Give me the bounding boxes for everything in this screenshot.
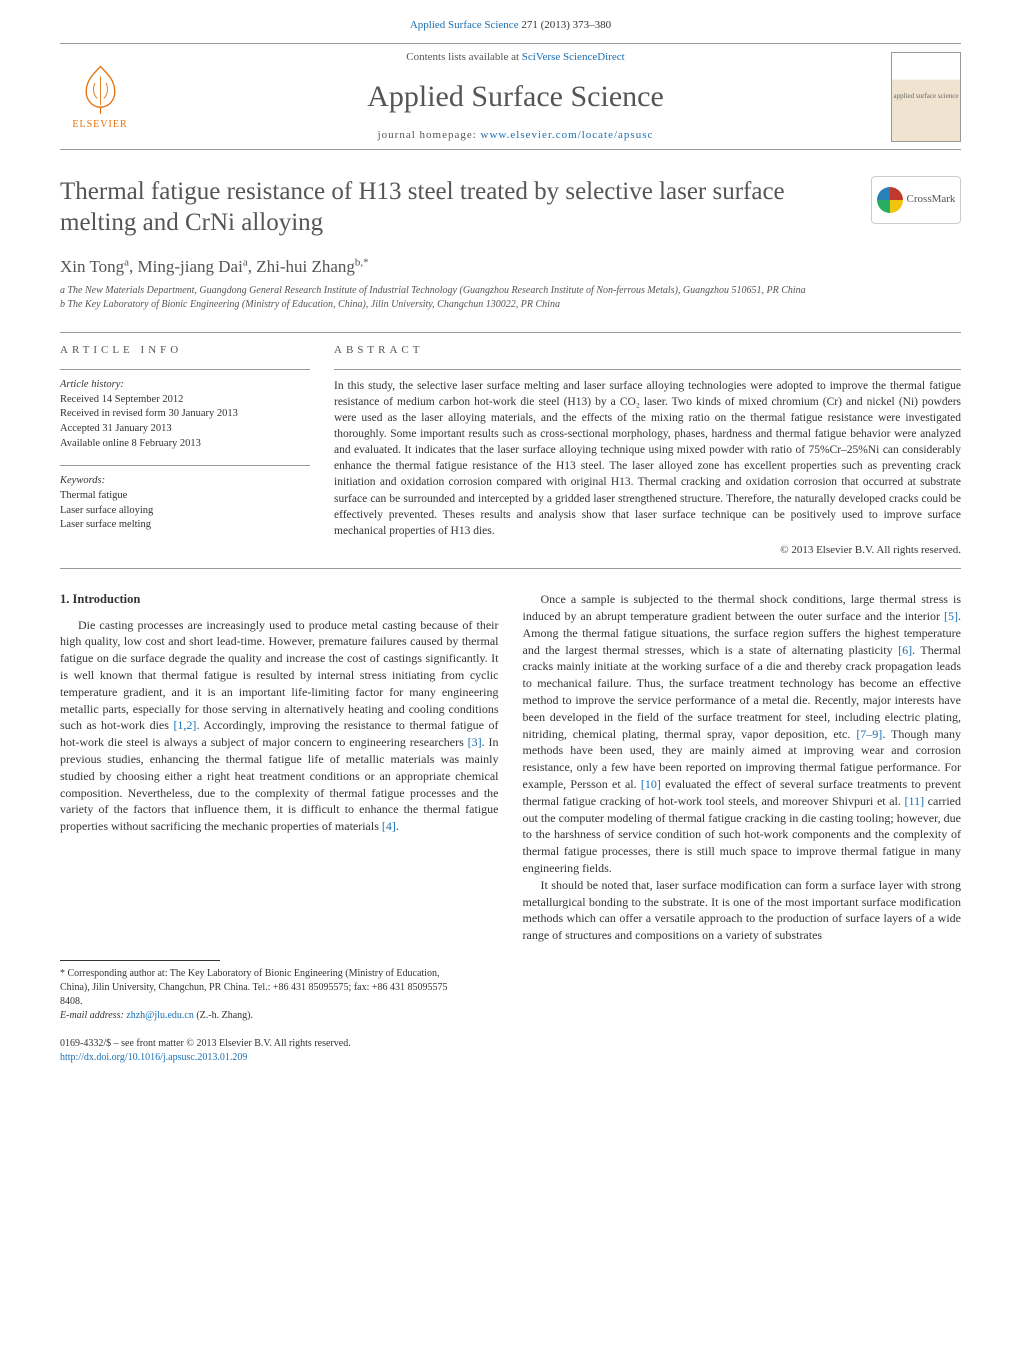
abstract-heading: abstract — [334, 343, 961, 358]
page-header: Applied Surface Science 271 (2013) 373–3… — [0, 0, 1021, 33]
ref-link[interactable]: [7–9] — [856, 727, 882, 741]
masthead: ELSEVIER Contents lists available at Sci… — [60, 43, 961, 150]
keyword-2: Laser surface melting — [60, 518, 310, 533]
body-col-left: 1. Introduction Die casting processes ar… — [60, 591, 499, 944]
section-rule-bottom — [60, 568, 961, 569]
homepage-line: journal homepage: www.elsevier.com/locat… — [140, 128, 891, 143]
ref-link[interactable]: [5] — [944, 609, 958, 623]
doi-link[interactable]: http://dx.doi.org/10.1016/j.apsusc.2013.… — [60, 1052, 247, 1063]
email-link[interactable]: zhzh@jlu.edu.cn — [126, 1010, 194, 1021]
abstract-copyright: © 2013 Elsevier B.V. All rights reserved… — [334, 543, 961, 558]
ref-link[interactable]: [4] — [382, 819, 396, 833]
history-line-1: Received in revised form 30 January 2013 — [60, 407, 310, 422]
crossmark-label: CrossMark — [907, 192, 956, 207]
homepage-label: journal homepage: — [378, 129, 481, 141]
body-columns: 1. Introduction Die casting processes ar… — [0, 579, 1021, 944]
abstract-rule — [334, 369, 961, 370]
journal-title: Applied Surface Science — [140, 76, 891, 118]
doi-value: 10.1016/j.apsusc.2013.01.209 — [128, 1052, 248, 1063]
journal-ref: Applied Surface Science 271 (2013) 373–3… — [60, 18, 961, 33]
cover-caption: applied surface science — [894, 92, 959, 102]
elsevier-brand-text: ELSEVIER — [72, 118, 127, 132]
keywords-label: Keywords: — [60, 474, 310, 489]
abstract-text: In this study, the selective laser surfa… — [334, 378, 961, 539]
contents-text: Contents lists available at — [406, 51, 521, 63]
journal-ref-issue: 271 (2013) 373–380 — [521, 19, 611, 31]
affiliation-a: a The New Materials Department, Guangdon… — [60, 284, 961, 298]
history-block: Article history: Received 14 September 2… — [60, 378, 310, 451]
section-rule-top — [60, 332, 961, 333]
email-line: E-mail address: zhzh@jlu.edu.cn (Z.-h. Z… — [60, 1009, 451, 1023]
issn-line: 0169-4332/$ – see front matter © 2013 El… — [60, 1037, 961, 1051]
history-label: Article history: — [60, 378, 310, 393]
email-name: (Z.-h. Zhang). — [194, 1010, 253, 1021]
journal-ref-name: Applied Surface Science — [410, 19, 519, 31]
elsevier-tree-icon — [73, 61, 128, 116]
article-title: Thermal fatigue resistance of H13 steel … — [60, 176, 851, 239]
ref-link[interactable]: [6] — [898, 643, 912, 657]
homepage-url[interactable]: www.elsevier.com/locate/apsusc — [481, 129, 654, 141]
ref-link[interactable]: [11] — [905, 794, 925, 808]
crossmark-button[interactable]: CrossMark — [871, 176, 961, 224]
doi-label: http://dx.doi.org/ — [60, 1052, 128, 1063]
keyword-1: Laser surface alloying — [60, 504, 310, 519]
intro-para-2: Once a sample is subjected to the therma… — [523, 591, 962, 877]
email-label: E-mail address: — [60, 1010, 126, 1021]
ref-link[interactable]: [1,2] — [173, 718, 196, 732]
keyword-0: Thermal fatigue — [60, 489, 310, 504]
bottom-meta: 0169-4332/$ – see front matter © 2013 El… — [0, 1023, 1021, 1085]
info-rule — [60, 369, 310, 370]
body-col-right: Once a sample is subjected to the therma… — [523, 591, 962, 944]
article-info-heading: article info — [60, 343, 310, 358]
authors-line: Xin Tonga, Ming-jiang Daia, Zhi-hui Zhan… — [0, 245, 1021, 283]
title-block: Thermal fatigue resistance of H13 steel … — [0, 156, 1021, 245]
history-line-3: Available online 8 February 2013 — [60, 437, 310, 452]
intro-para-1: Die casting processes are increasingly u… — [60, 617, 499, 835]
elsevier-logo[interactable]: ELSEVIER — [60, 57, 140, 137]
intro-para-3: It should be noted that, laser surface m… — [523, 877, 962, 944]
journal-cover-thumbnail[interactable]: applied surface science — [891, 52, 961, 142]
history-line-0: Received 14 September 2012 — [60, 393, 310, 408]
doi-line: http://dx.doi.org/10.1016/j.apsusc.2013.… — [60, 1051, 961, 1065]
masthead-center: Contents lists available at SciVerse Sci… — [140, 50, 891, 143]
crossmark-icon — [877, 187, 903, 213]
footnotes: * Corresponding author at: The Key Labor… — [0, 967, 511, 1023]
keywords-block: Keywords: Thermal fatigue Laser surface … — [60, 474, 310, 533]
sciencedirect-link[interactable]: SciVerse ScienceDirect — [522, 51, 625, 63]
abstract-column: abstract In this study, the selective la… — [334, 343, 961, 558]
ref-link[interactable]: [3] — [468, 735, 482, 749]
ref-link[interactable]: [10] — [641, 777, 661, 791]
history-line-2: Accepted 31 January 2013 — [60, 422, 310, 437]
corresponding-author-note: * Corresponding author at: The Key Labor… — [60, 967, 451, 1009]
intro-heading: 1. Introduction — [60, 591, 499, 609]
info-rule-2 — [60, 465, 310, 466]
footnote-separator — [60, 960, 220, 961]
affiliation-b: b The Key Laboratory of Bionic Engineeri… — [60, 298, 961, 312]
article-info: article info Article history: Received 1… — [60, 343, 310, 558]
contents-line: Contents lists available at SciVerse Sci… — [140, 50, 891, 65]
journal-ref-link[interactable]: Applied Surface Science — [410, 19, 519, 31]
affiliations: a The New Materials Department, Guangdon… — [0, 282, 1021, 322]
info-abstract-row: article info Article history: Received 1… — [0, 343, 1021, 558]
